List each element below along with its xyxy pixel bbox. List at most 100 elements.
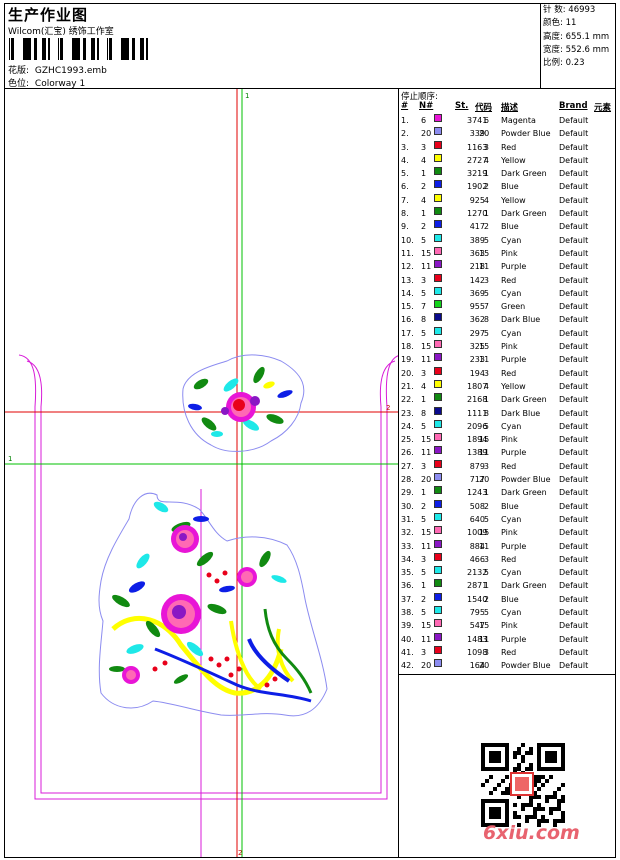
table-row[interactable]: 1. 6 3741 6 Magenta Default (399, 114, 615, 127)
table-row[interactable]: 36. 1 2871 1 Dark Green Default (399, 579, 615, 592)
table-row[interactable]: 9. 2 417 2 Blue Default (399, 220, 615, 233)
table-row[interactable]: 14. 5 369 5 Cyan Default (399, 286, 615, 300)
table-row[interactable]: 11. 15 363 15 Pink Default (399, 246, 615, 260)
row-brand: Default (559, 634, 589, 644)
embroidery-top-motif[interactable] (182, 354, 305, 452)
table-row[interactable]: 30. 2 508 2 Blue Default (399, 499, 615, 513)
table-row[interactable]: 6. 2 1902 2 Blue Default (399, 180, 615, 193)
table-row[interactable]: 28. 20 717 20 Powder Blue Default (399, 473, 615, 486)
row-stitches: 1483 (467, 634, 488, 644)
table-row[interactable]: 2. 20 339 20 Powder Blue Default (399, 127, 615, 140)
table-row[interactable]: 8. 1 1270 1 Dark Green Default (399, 207, 615, 220)
table-row[interactable]: 22. 1 2168 1 Dark Green Default (399, 393, 615, 406)
table-row[interactable]: 21. 4 1807 4 Yellow Default (399, 379, 615, 393)
row-brand: Default (559, 395, 589, 405)
row-brand: Default (559, 222, 589, 232)
table-row[interactable]: 4. 4 2727 4 Yellow Default (399, 153, 615, 167)
row-description: Purple (501, 448, 527, 458)
row-code: 5 (483, 568, 489, 578)
leaf-cluster (109, 501, 287, 684)
row-stitches: 717 (469, 475, 485, 485)
row-description: Dark Green (501, 395, 547, 405)
design-canvas[interactable]: 1 2 1 2 (5, 89, 398, 857)
row-description: Cyan (501, 421, 522, 431)
row-needle: 5 (421, 328, 427, 338)
col-index: # (401, 101, 409, 111)
table-row[interactable]: 18. 15 325 15 Pink Default (399, 340, 615, 353)
table-row[interactable]: 24. 5 2096 5 Cyan Default (399, 419, 615, 433)
row-description: Cyan (501, 288, 522, 298)
row-index: 29. (401, 488, 414, 498)
row-code: 5 (483, 328, 489, 338)
table-row[interactable]: 38. 5 795 5 Cyan Default (399, 605, 615, 619)
row-needle: 2 (421, 594, 427, 604)
table-row[interactable]: 35. 5 2132 5 Cyan Default (399, 566, 615, 579)
row-code: 2 (483, 501, 489, 511)
row-code: 11 (479, 634, 490, 644)
table-row[interactable]: 40. 11 1483 11 Purple Default (399, 632, 615, 646)
row-needle: 11 (421, 634, 432, 644)
table-row[interactable]: 20. 3 194 3 Red Default (399, 366, 615, 380)
row-index: 11. (401, 248, 414, 258)
table-row[interactable]: 3. 3 1163 3 Red Default (399, 140, 615, 154)
color-swatch (434, 326, 442, 335)
table-row[interactable]: 37. 2 1540 2 Blue Default (399, 592, 615, 606)
row-description: Red (501, 275, 517, 285)
table-row[interactable]: 41. 3 1098 3 Red Default (399, 645, 615, 659)
row-description: Dark Green (501, 488, 547, 498)
row-code: 5 (483, 235, 489, 245)
row-needle: 7 (421, 302, 427, 312)
color-swatch (434, 193, 442, 202)
row-description: Cyan (501, 568, 522, 578)
row-needle: 15 (421, 248, 432, 258)
row-description: Red (501, 461, 517, 471)
row-index: 35. (401, 568, 414, 578)
table-row[interactable]: 15. 7 955 7 Green Default (399, 300, 615, 313)
row-index: 22. (401, 395, 414, 405)
table-row[interactable]: 29. 1 1243 1 Dark Green Default (399, 486, 615, 499)
table-row[interactable]: 16. 8 362 8 Dark Blue Default (399, 313, 615, 326)
row-index: 18. (401, 342, 414, 352)
table-row[interactable]: 33. 11 884 11 Purple Default (399, 539, 615, 553)
color-swatch (434, 180, 442, 189)
table-row[interactable]: 27. 3 879 3 Red Default (399, 459, 615, 473)
row-brand: Default (559, 435, 589, 445)
col-needle: N# (419, 101, 434, 111)
stop-sequence-title: 停止顺序: (401, 92, 438, 102)
table-row[interactable]: 31. 5 640 5 Cyan Default (399, 512, 615, 526)
table-row[interactable]: 23. 8 1111 8 Dark Blue Default (399, 406, 615, 420)
table-row[interactable]: 26. 11 1389 11 Purple Default (399, 446, 615, 459)
table-row[interactable]: 42. 20 164 20 Powder Blue Default (399, 659, 615, 672)
marker-top: 1 (245, 92, 249, 100)
row-needle: 15 (421, 342, 432, 352)
table-row[interactable]: 13. 3 142 3 Red Default (399, 273, 615, 287)
row-brand: Default (559, 169, 589, 179)
table-row[interactable]: 25. 15 1894 15 Pink Default (399, 433, 615, 446)
colorway-value: Colorway 1 (34, 79, 86, 89)
col-element: 元素 (594, 103, 612, 113)
stop-sequence-rows: 1. 6 3741 6 Magenta Default 2. 20 339 20 Powder Bl… (399, 114, 615, 672)
row-index: 28. (401, 475, 414, 485)
table-row[interactable]: 17. 5 297 5 Cyan Default (399, 326, 615, 340)
qr-code-icon (481, 743, 565, 827)
row-code: 15 (479, 342, 490, 352)
row-brand: Default (559, 288, 589, 298)
row-needle: 3 (421, 275, 427, 285)
row-stitches: 363 (469, 248, 485, 258)
table-row[interactable]: 19. 11 233 11 Purple Default (399, 353, 615, 366)
table-row[interactable]: 32. 15 1009 15 Pink Default (399, 526, 615, 539)
row-stitches: 640 (469, 514, 485, 524)
row-brand: Default (559, 581, 589, 591)
embroidery-bottom-motif[interactable] (98, 492, 328, 717)
row-brand: Default (559, 195, 589, 205)
table-row[interactable]: 12. 11 218 11 Purple Default (399, 260, 615, 273)
table-row[interactable]: 7. 4 925 4 Yellow Default (399, 193, 615, 207)
color-swatch (434, 140, 442, 149)
table-row[interactable]: 39. 15 547 15 Pink Default (399, 619, 615, 632)
table-row[interactable]: 5. 1 3219 1 Dark Green Default (399, 167, 615, 180)
table-row[interactable]: 34. 3 466 3 Red Default (399, 552, 615, 566)
color-swatch (434, 167, 442, 176)
row-index: 24. (401, 421, 414, 431)
table-row[interactable]: 10. 5 389 5 Cyan Default (399, 233, 615, 247)
row-brand: Default (559, 262, 589, 272)
